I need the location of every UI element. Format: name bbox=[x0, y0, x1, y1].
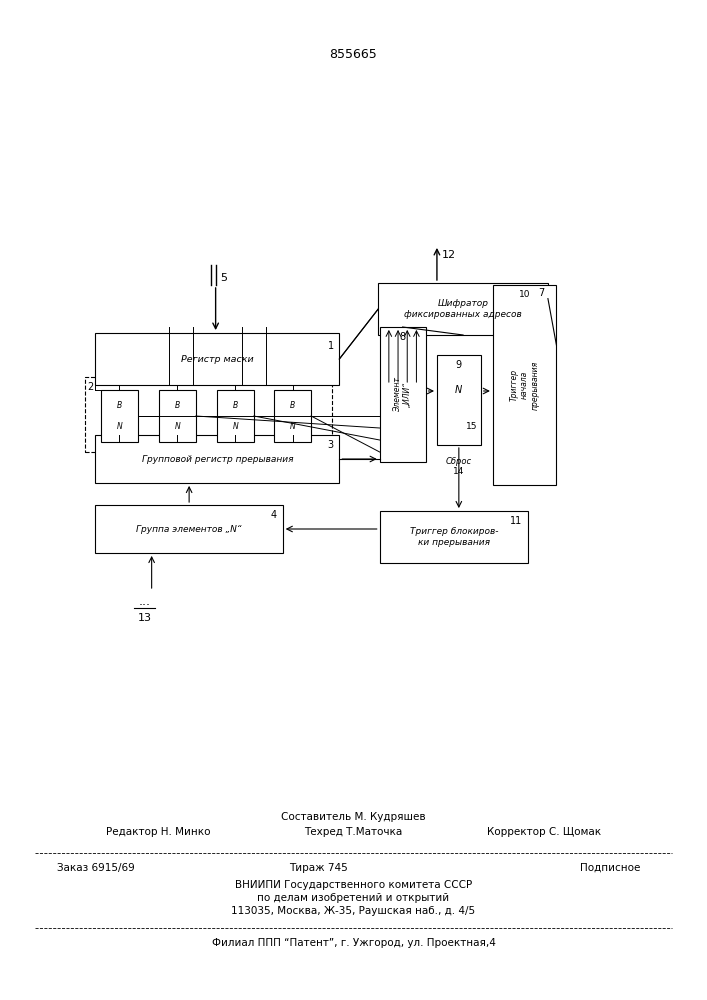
Text: Подписное: Подписное bbox=[580, 863, 640, 873]
Text: N: N bbox=[455, 385, 462, 395]
Bar bbox=[95, 505, 283, 553]
Text: Триггер блокиров-
ки прерывания: Триггер блокиров- ки прерывания bbox=[409, 527, 498, 547]
Text: 9: 9 bbox=[456, 360, 462, 370]
Text: ВНИИПИ Государственного комитета СССР: ВНИИПИ Государственного комитета СССР bbox=[235, 880, 472, 890]
Bar bbox=[159, 390, 196, 442]
Text: N: N bbox=[175, 422, 180, 431]
Bar bbox=[493, 285, 556, 485]
Text: Групповой регистр прерывания: Групповой регистр прерывания bbox=[141, 454, 293, 464]
Text: Элемент
„ИЛИ“: Элемент „ИЛИ“ bbox=[393, 377, 412, 412]
Bar bbox=[274, 390, 311, 442]
Text: 13: 13 bbox=[138, 613, 151, 623]
Text: Составитель М. Кудряшев: Составитель М. Кудряшев bbox=[281, 812, 426, 822]
Text: по делам изобретений и открытий: по делам изобретений и открытий bbox=[257, 893, 450, 903]
Text: 7: 7 bbox=[538, 288, 544, 298]
Bar bbox=[95, 333, 339, 385]
Bar bbox=[217, 390, 254, 442]
Text: Техред Т.Маточка: Техред Т.Маточка bbox=[305, 827, 402, 837]
Text: Редактор Н. Минко: Редактор Н. Минко bbox=[106, 827, 211, 837]
Text: 12: 12 bbox=[442, 250, 456, 260]
Bar bbox=[380, 511, 528, 563]
Text: В: В bbox=[290, 401, 296, 410]
Text: 855665: 855665 bbox=[329, 47, 378, 60]
Text: N: N bbox=[233, 422, 238, 431]
Text: Корректор С. Щомак: Корректор С. Щомак bbox=[487, 827, 601, 837]
Text: Сброс: Сброс bbox=[446, 457, 472, 466]
Text: В: В bbox=[233, 401, 238, 410]
Text: В: В bbox=[175, 401, 180, 410]
Text: Триггер
начала
прерывания: Триггер начала прерывания bbox=[510, 360, 539, 410]
Text: 5: 5 bbox=[221, 273, 228, 283]
Text: 1: 1 bbox=[327, 341, 334, 351]
Text: 10: 10 bbox=[519, 290, 530, 299]
Text: Филиал ППП “Патент”, г. Ужгород, ул. Проектная,4: Филиал ППП “Патент”, г. Ужгород, ул. Про… bbox=[211, 938, 496, 948]
Text: Тираж 745: Тираж 745 bbox=[288, 863, 348, 873]
Bar bbox=[437, 355, 481, 445]
Text: 15: 15 bbox=[466, 422, 477, 431]
Text: N: N bbox=[290, 422, 296, 431]
Bar bbox=[101, 390, 138, 442]
Bar bbox=[380, 327, 426, 462]
Text: Регистр маски: Регистр маски bbox=[181, 355, 254, 363]
Text: ...: ... bbox=[139, 595, 151, 608]
Text: Заказ 6915/69: Заказ 6915/69 bbox=[57, 863, 134, 873]
Bar bbox=[85, 377, 332, 452]
Text: Шифратор
фиксированных адресов: Шифратор фиксированных адресов bbox=[404, 299, 522, 319]
Text: N: N bbox=[117, 422, 122, 431]
Text: 8: 8 bbox=[399, 332, 406, 342]
Text: 2: 2 bbox=[87, 382, 93, 392]
Text: 4: 4 bbox=[271, 510, 277, 520]
Bar bbox=[95, 435, 339, 483]
Text: Группа элементов „N“: Группа элементов „N“ bbox=[136, 524, 242, 533]
Text: 3: 3 bbox=[327, 440, 334, 450]
Bar bbox=[378, 283, 548, 335]
Text: 113035, Москва, Ж-35, Раушская наб., д. 4/5: 113035, Москва, Ж-35, Раушская наб., д. … bbox=[231, 906, 476, 916]
Text: 14: 14 bbox=[453, 467, 464, 476]
Text: 11: 11 bbox=[510, 516, 522, 526]
Text: В: В bbox=[117, 401, 122, 410]
